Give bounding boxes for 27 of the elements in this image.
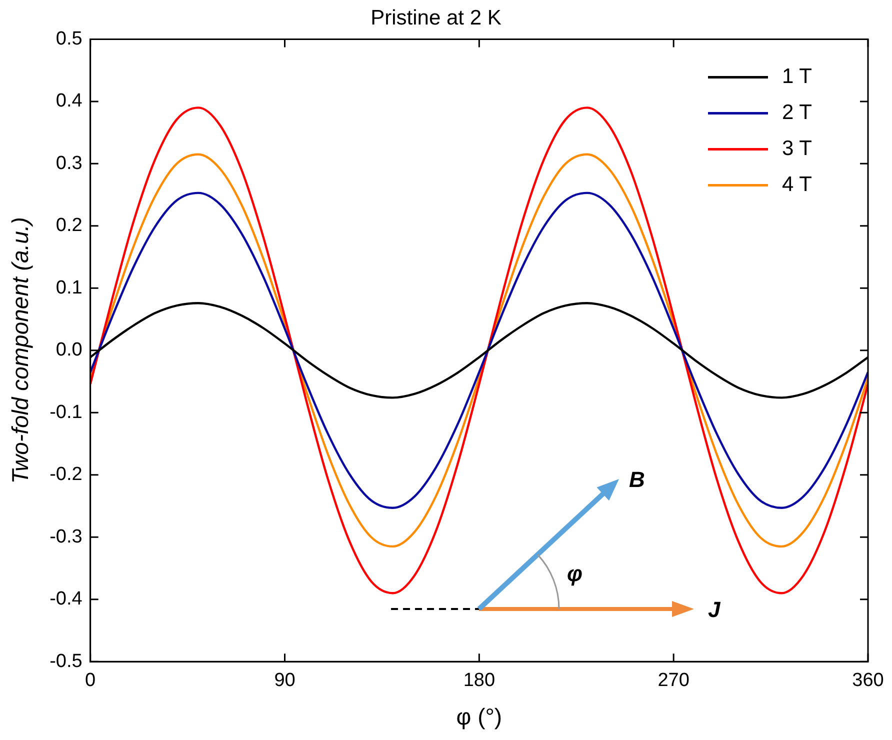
x-tick-label: 270 — [658, 670, 690, 692]
x-tick-label: 180 — [463, 670, 496, 692]
y-axis-title: Two-fold component (a.u.) — [7, 217, 34, 484]
y-tick-label: -0.4 — [50, 588, 83, 610]
annotation: J — [708, 596, 722, 622]
x-axis-title: φ (°) — [456, 704, 502, 730]
y-tick-label: 0.1 — [56, 277, 82, 298]
y-tick-label: 0.3 — [56, 152, 82, 174]
line-series — [90, 192, 868, 509]
y-tick-label: 0.0 — [56, 340, 82, 361]
y-tick-label: 0.4 — [56, 90, 83, 112]
y-tick-label: -0.5 — [50, 650, 82, 672]
y-tick-label: -0.1 — [50, 402, 82, 423]
x-tick-label: 0 — [85, 670, 96, 692]
chart-title: Pristine at 2 K — [370, 6, 502, 30]
legend-label: 4 T — [782, 172, 812, 196]
y-tick-label: 0.2 — [56, 215, 82, 236]
y-tick-label: 0.5 — [56, 28, 82, 50]
annotation: B — [629, 466, 646, 492]
legend-label: 2 T — [782, 100, 812, 124]
y-tick-label: -0.3 — [50, 526, 82, 548]
x-tick-label: 360 — [852, 670, 884, 692]
y-tick-label: -0.2 — [50, 464, 82, 486]
legend-label: 1 T — [782, 64, 812, 88]
legend-label: 3 T — [782, 136, 812, 160]
x-tick-label: 90 — [274, 670, 296, 692]
annotation: φ — [567, 560, 583, 586]
